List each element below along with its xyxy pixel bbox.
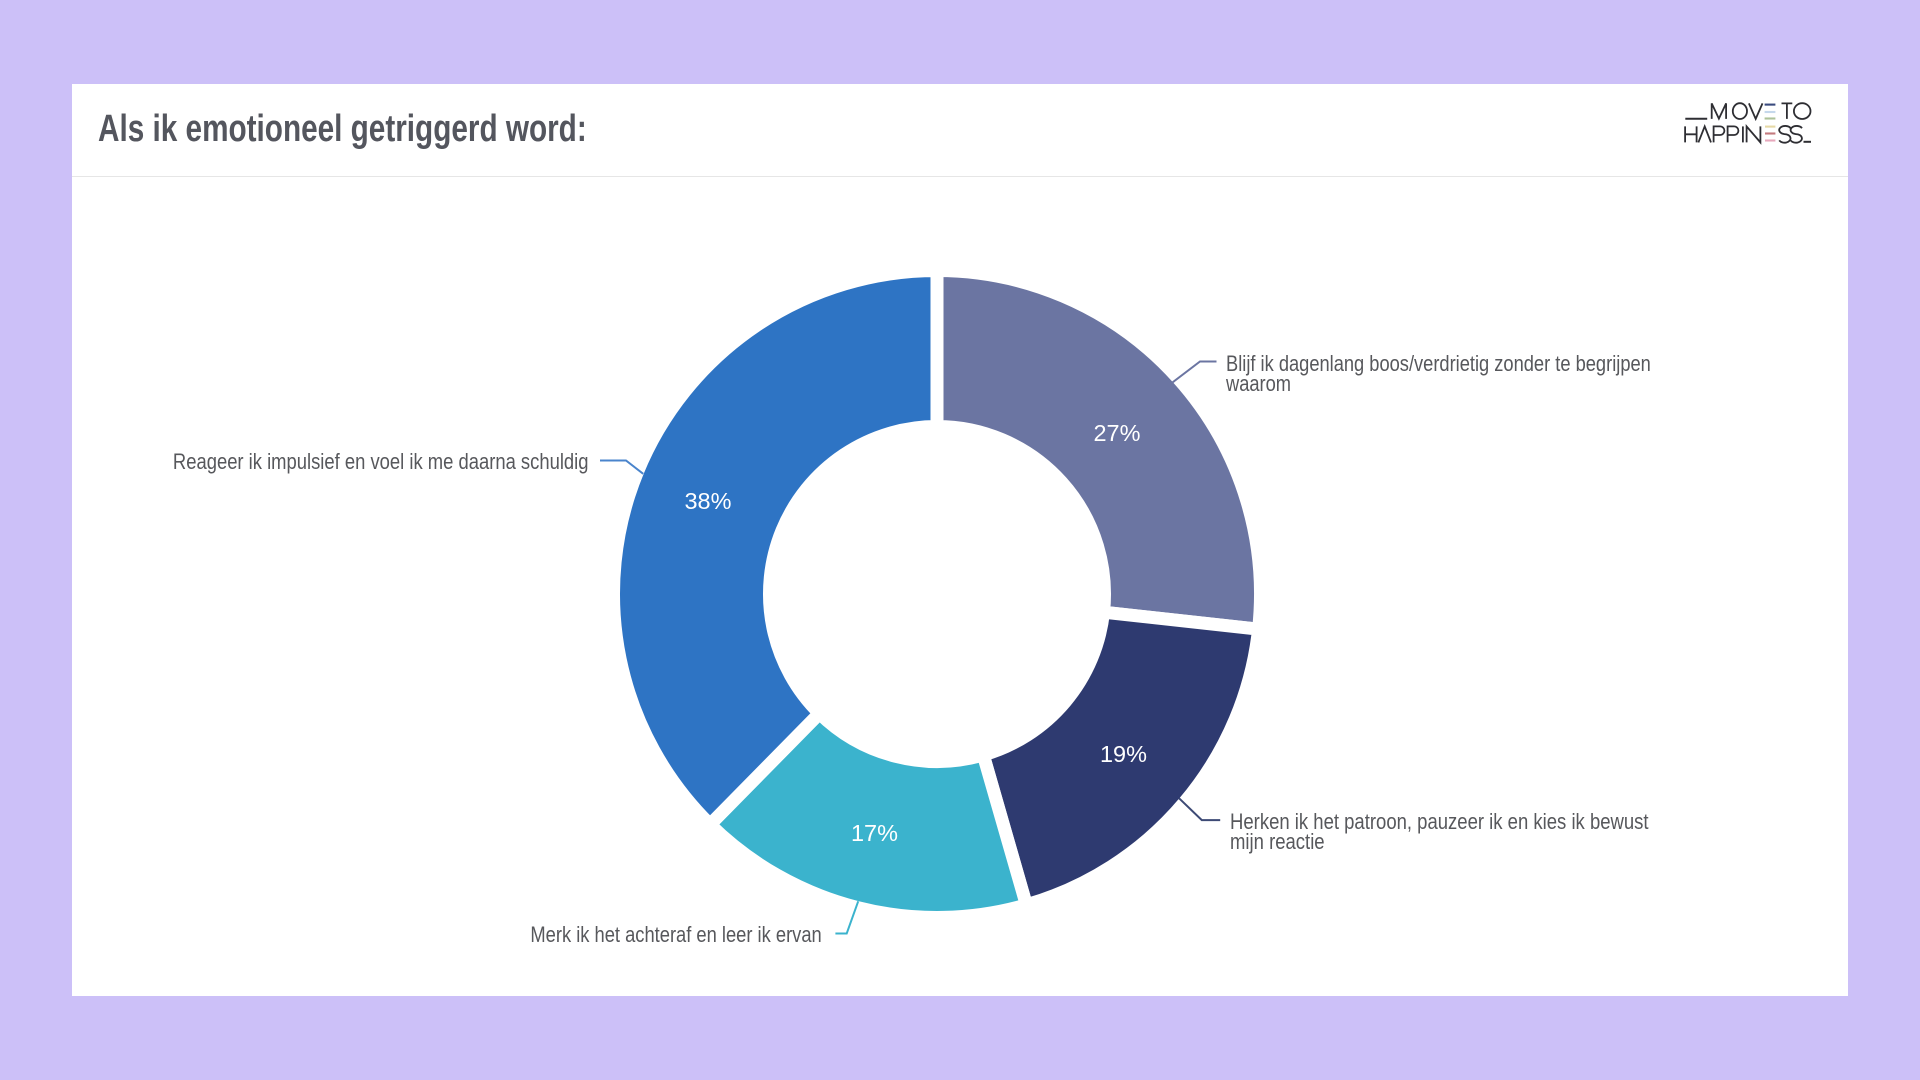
- svg-text:38%: 38%: [685, 488, 732, 514]
- svg-text:17%: 17%: [851, 820, 898, 846]
- svg-text:27%: 27%: [1094, 420, 1141, 446]
- svg-text:19%: 19%: [1100, 741, 1147, 767]
